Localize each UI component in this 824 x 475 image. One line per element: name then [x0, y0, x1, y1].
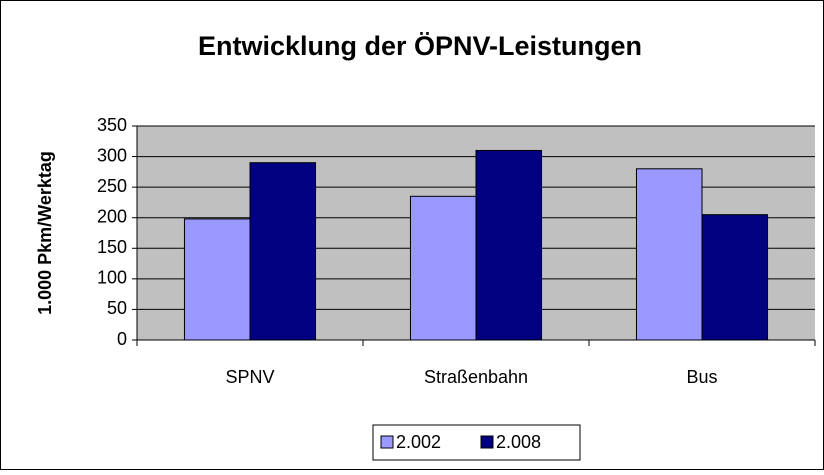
legend-swatch	[480, 435, 494, 449]
legend-box	[372, 424, 581, 461]
y-tick-label: 300	[97, 145, 127, 165]
y-tick-label: 350	[97, 115, 127, 135]
x-tick-label: Bus	[686, 367, 717, 387]
legend-label: 2.008	[496, 432, 541, 452]
x-tick-label: Straßenbahn	[424, 367, 528, 387]
y-tick-label: 200	[97, 206, 127, 226]
y-axis-label: 1.000 Pkm/Werktag	[35, 151, 55, 315]
x-tick-label: SPNV	[225, 367, 274, 387]
bar	[475, 149, 543, 341]
bar	[183, 218, 251, 341]
bar	[635, 168, 703, 341]
y-tick-label: 50	[107, 298, 127, 318]
bar	[701, 214, 769, 341]
bar	[409, 195, 477, 341]
y-tick-label: 0	[117, 329, 127, 349]
chart-title: Entwicklung der ÖPNV-Leistungen	[198, 31, 642, 61]
y-tick-label: 150	[97, 237, 127, 257]
y-tick-label: 100	[97, 268, 127, 288]
legend-swatch	[380, 435, 394, 449]
legend-label: 2.002	[396, 432, 441, 452]
bar	[249, 162, 317, 341]
y-tick-label: 250	[97, 176, 127, 196]
